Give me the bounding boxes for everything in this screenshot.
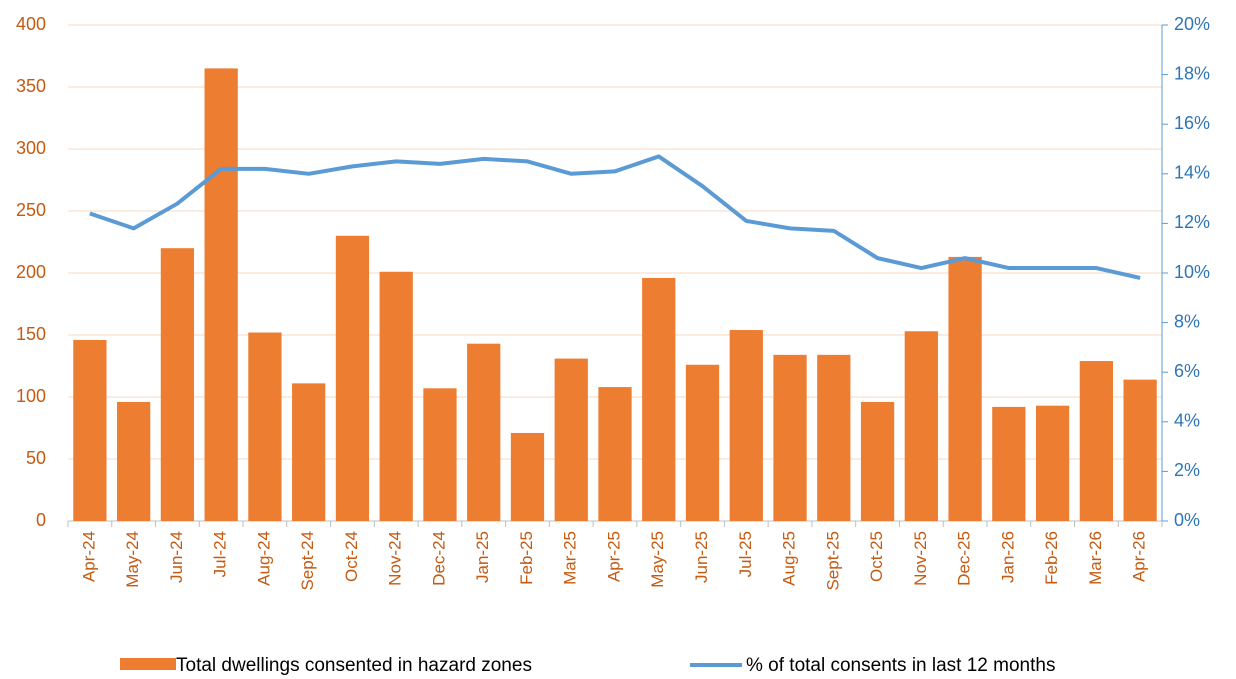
x-tick-label: Jan-26 [998,531,1017,583]
bar [904,331,938,521]
legend-label: % of total consents in last 12 months [746,655,1055,676]
y2-tick-label: 2% [1174,460,1200,480]
x-tick-label: Jul-24 [211,531,230,577]
bar [248,332,282,521]
y2-tick-label: 16% [1174,113,1210,133]
y2-tick-label: 18% [1174,63,1210,83]
y2-tick-label: 4% [1174,411,1200,431]
x-tick-label: Dec-24 [429,531,448,586]
x-tick-label: Aug-25 [780,531,799,586]
x-tick-label: Feb-26 [1042,531,1061,585]
bar [554,358,588,521]
bar [423,388,457,521]
y2-tick-label: 10% [1174,262,1210,282]
y-tick-label: 400 [16,14,46,34]
x-tick-label: Apr-25 [604,531,623,582]
y-tick-label: 250 [16,200,46,220]
bar [1079,361,1113,521]
x-tick-label: Oct-24 [342,531,361,582]
y2-tick-label: 8% [1174,311,1200,331]
x-tick-label: Mar-26 [1086,531,1105,585]
bar [860,401,895,521]
x-tick-label: May-24 [123,531,142,588]
bar [510,432,545,521]
y-tick-label: 100 [16,386,46,406]
bar [948,256,982,521]
bar [642,277,676,521]
x-tick-label: Dec-25 [955,531,974,586]
bar [160,248,195,521]
bar [1035,405,1070,521]
legend-swatch [120,658,176,670]
x-tick-label: Nov-25 [911,531,930,586]
bar [598,387,632,521]
y2-tick-label: 12% [1174,212,1210,232]
x-tick-label: Jul-25 [736,531,755,577]
bar [729,330,763,521]
y-tick-label: 50 [26,448,46,468]
y-tick-label: 0 [36,510,46,530]
x-tick-label: Aug-24 [254,531,273,586]
x-tick-label: Jun-24 [167,531,186,583]
y-tick-label: 300 [16,138,46,158]
x-tick-label: Mar-25 [561,531,580,585]
bar [1123,379,1157,521]
bar [817,354,851,521]
x-tick-label: May-25 [648,531,667,588]
y2-tick-label: 0% [1174,510,1200,530]
x-tick-label: Oct-25 [867,531,886,582]
line [89,154,1141,280]
x-tick-label: Feb-25 [517,531,536,585]
x-tick-label: Sept-24 [298,531,317,591]
legend-label: Total dwellings consented in hazard zone… [176,655,532,676]
bar [117,401,151,521]
y-tick-label: 350 [16,76,46,96]
y-tick-label: 150 [16,324,46,344]
x-tick-label: Apr-24 [79,531,98,582]
bar [685,364,720,521]
y-tick-label: 200 [16,262,46,282]
bar [467,343,501,521]
bar [73,339,107,521]
bar [379,271,413,521]
x-tick-label: Sept-25 [823,531,842,591]
y2-tick-label: 20% [1174,14,1210,34]
x-tick-label: Nov-24 [386,531,405,586]
bar [204,68,238,522]
x-tick-label: Apr-26 [1130,531,1149,582]
bar [292,383,326,521]
x-tick-label: Jan-25 [473,531,492,583]
bar [773,354,807,521]
y2-tick-label: 14% [1174,163,1210,183]
y2-tick-label: 6% [1174,361,1200,381]
bar [335,235,370,522]
x-tick-label: Jun-25 [692,531,711,583]
bar [992,406,1026,521]
